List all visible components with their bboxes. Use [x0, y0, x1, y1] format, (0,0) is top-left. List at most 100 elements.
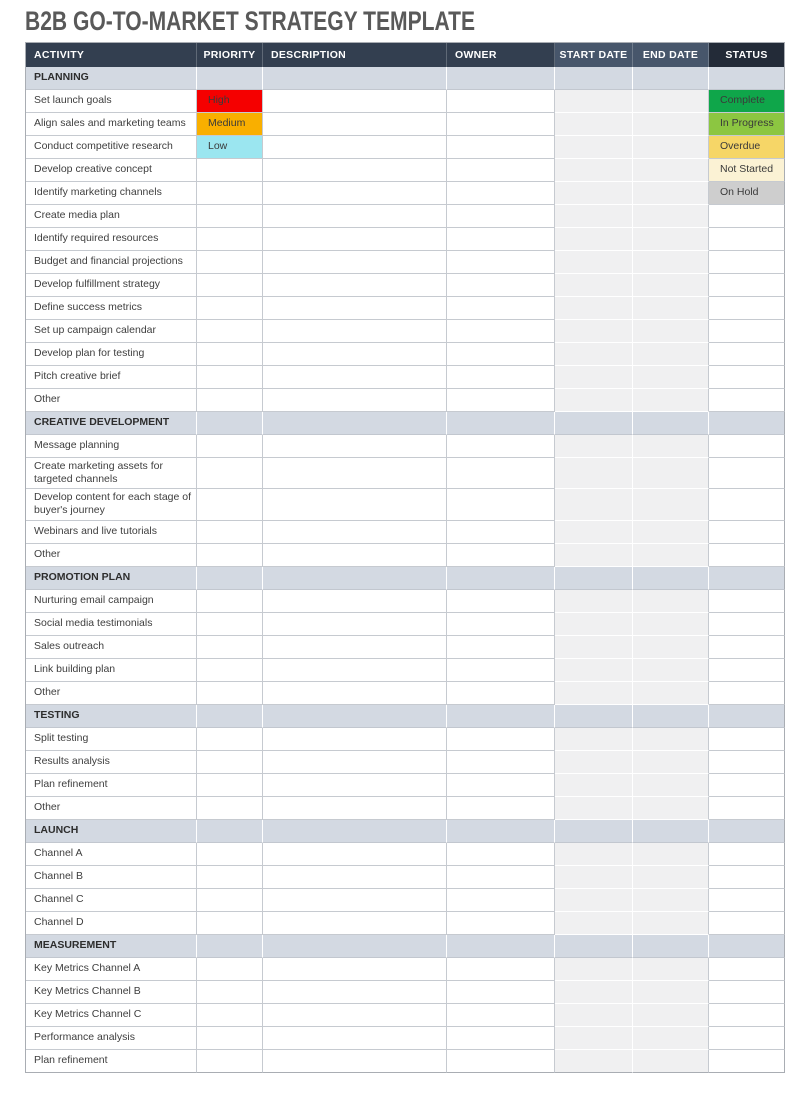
cell-activity[interactable]: Identify marketing channels	[26, 182, 197, 205]
cell-owner[interactable]	[447, 750, 555, 774]
cell-activity[interactable]: Develop fulfillment strategy	[26, 274, 197, 297]
cell-status[interactable]	[709, 911, 785, 935]
cell-priority[interactable]	[197, 343, 263, 366]
cell-description[interactable]	[263, 136, 447, 159]
cell-status[interactable]	[709, 1049, 785, 1073]
cell-owner[interactable]	[447, 842, 555, 866]
cell-owner[interactable]	[447, 957, 555, 981]
cell-end-date[interactable]	[633, 773, 709, 797]
cell-priority[interactable]	[197, 520, 263, 544]
cell-status[interactable]: Overdue	[709, 136, 785, 159]
cell-activity[interactable]: Pitch creative brief	[26, 366, 197, 389]
cell-owner[interactable]	[447, 113, 555, 136]
cell-description[interactable]	[263, 750, 447, 774]
cell-status[interactable]: Not Started	[709, 159, 785, 182]
cell-owner[interactable]	[447, 366, 555, 389]
cell-start-date[interactable]	[555, 251, 633, 274]
cell-status[interactable]	[709, 658, 785, 682]
cell-activity[interactable]: Channel D	[26, 911, 197, 935]
cell-owner[interactable]	[447, 90, 555, 113]
cell-activity[interactable]: Webinars and live tutorials	[26, 520, 197, 544]
cell-description[interactable]	[263, 773, 447, 797]
cell-activity[interactable]: Plan refinement	[26, 1049, 197, 1073]
cell-owner[interactable]	[447, 389, 555, 412]
cell-owner[interactable]	[447, 136, 555, 159]
cell-owner[interactable]	[447, 1003, 555, 1027]
cell-priority[interactable]	[197, 635, 263, 659]
cell-end-date[interactable]	[633, 635, 709, 659]
cell-owner[interactable]	[447, 489, 555, 521]
cell-description[interactable]	[263, 159, 447, 182]
cell-end-date[interactable]	[633, 612, 709, 636]
cell-owner[interactable]	[447, 274, 555, 297]
cell-priority[interactable]: Medium	[197, 113, 263, 136]
cell-start-date[interactable]	[555, 489, 633, 521]
cell-description[interactable]	[263, 343, 447, 366]
cell-start-date[interactable]	[555, 113, 633, 136]
cell-start-date[interactable]	[555, 458, 633, 490]
cell-status[interactable]	[709, 842, 785, 866]
cell-description[interactable]	[263, 796, 447, 820]
cell-owner[interactable]	[447, 205, 555, 228]
cell-priority[interactable]	[197, 1049, 263, 1073]
cell-priority[interactable]	[197, 543, 263, 567]
cell-activity[interactable]: Budget and financial projections	[26, 251, 197, 274]
cell-start-date[interactable]	[555, 589, 633, 613]
cell-status[interactable]	[709, 320, 785, 343]
cell-description[interactable]	[263, 435, 447, 458]
cell-start-date[interactable]	[555, 612, 633, 636]
cell-start-date[interactable]	[555, 865, 633, 889]
cell-description[interactable]	[263, 681, 447, 705]
cell-start-date[interactable]	[555, 773, 633, 797]
cell-priority[interactable]	[197, 911, 263, 935]
cell-owner[interactable]	[447, 612, 555, 636]
cell-activity[interactable]: Nurturing email campaign	[26, 589, 197, 613]
cell-priority[interactable]	[197, 1003, 263, 1027]
cell-description[interactable]	[263, 589, 447, 613]
cell-start-date[interactable]	[555, 90, 633, 113]
cell-description[interactable]	[263, 911, 447, 935]
cell-start-date[interactable]	[555, 136, 633, 159]
cell-owner[interactable]	[447, 343, 555, 366]
cell-activity[interactable]: Key Metrics Channel C	[26, 1003, 197, 1027]
cell-owner[interactable]	[447, 520, 555, 544]
cell-status[interactable]: On Hold	[709, 182, 785, 205]
cell-activity[interactable]: Create marketing assets for targeted cha…	[26, 458, 197, 490]
cell-priority[interactable]	[197, 435, 263, 458]
cell-description[interactable]	[263, 489, 447, 521]
cell-status[interactable]	[709, 865, 785, 889]
cell-description[interactable]	[263, 1026, 447, 1050]
cell-end-date[interactable]	[633, 520, 709, 544]
cell-end-date[interactable]	[633, 750, 709, 774]
cell-owner[interactable]	[447, 182, 555, 205]
cell-description[interactable]	[263, 520, 447, 544]
cell-priority[interactable]	[197, 182, 263, 205]
cell-start-date[interactable]	[555, 658, 633, 682]
cell-start-date[interactable]	[555, 543, 633, 567]
cell-status[interactable]	[709, 458, 785, 490]
cell-description[interactable]	[263, 90, 447, 113]
cell-priority[interactable]	[197, 750, 263, 774]
cell-activity[interactable]: Define success metrics	[26, 297, 197, 320]
cell-description[interactable]	[263, 957, 447, 981]
cell-end-date[interactable]	[633, 1026, 709, 1050]
cell-status[interactable]	[709, 251, 785, 274]
cell-end-date[interactable]	[633, 957, 709, 981]
cell-status[interactable]	[709, 589, 785, 613]
cell-description[interactable]	[263, 389, 447, 412]
cell-priority[interactable]	[197, 865, 263, 889]
cell-priority[interactable]: Low	[197, 136, 263, 159]
cell-start-date[interactable]	[555, 1003, 633, 1027]
cell-start-date[interactable]	[555, 205, 633, 228]
cell-end-date[interactable]	[633, 888, 709, 912]
cell-activity[interactable]: Link building plan	[26, 658, 197, 682]
cell-description[interactable]	[263, 205, 447, 228]
cell-start-date[interactable]	[555, 389, 633, 412]
cell-status[interactable]	[709, 389, 785, 412]
cell-owner[interactable]	[447, 773, 555, 797]
cell-activity[interactable]: Other	[26, 543, 197, 567]
cell-priority[interactable]	[197, 589, 263, 613]
cell-owner[interactable]	[447, 1049, 555, 1073]
cell-end-date[interactable]	[633, 90, 709, 113]
cell-status[interactable]	[709, 520, 785, 544]
